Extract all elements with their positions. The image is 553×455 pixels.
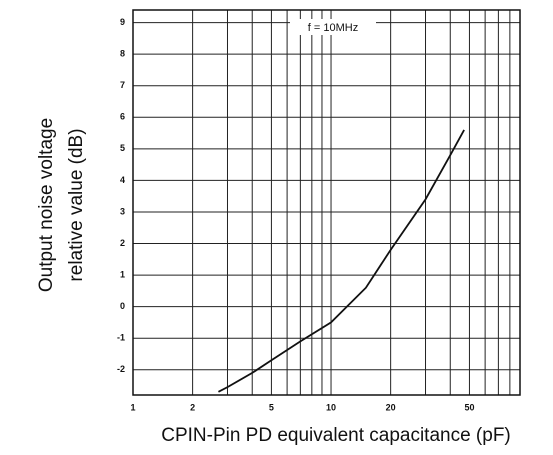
y-axis-label: relative value (dB) [66,128,87,281]
y-tick-label: 1 [120,269,125,279]
x-tick-label: 10 [326,402,336,412]
annotation-bg [290,19,376,35]
annotation: f = 10MHz [308,22,358,34]
curve [218,129,465,393]
y-tick-label: 6 [120,112,125,122]
y-tick-label: -1 [117,333,125,343]
y-tick-label: 5 [120,143,125,153]
y-tick-label: 0 [120,301,125,311]
x-tick-label: 20 [386,402,396,412]
x-axis-label: CPIN-Pin PD equivalent capacitance (pF) [161,425,511,446]
plot-border [132,9,521,396]
x-tick-label: 1 [130,402,135,412]
y-tick-label: 9 [120,17,125,27]
x-tick-label: 50 [464,402,474,412]
y-tick-label: 8 [120,49,125,59]
x-tick-label: 2 [190,402,195,412]
x-tick-label: 5 [269,402,274,412]
y-tick-label: 3 [120,206,125,216]
y-tick-label: -2 [117,364,125,374]
y-tick-label: 4 [120,175,125,185]
y-tick-label: 2 [120,238,125,248]
y-axis-label: Output noise voltage [36,118,57,292]
y-tick-label: 7 [120,80,125,90]
